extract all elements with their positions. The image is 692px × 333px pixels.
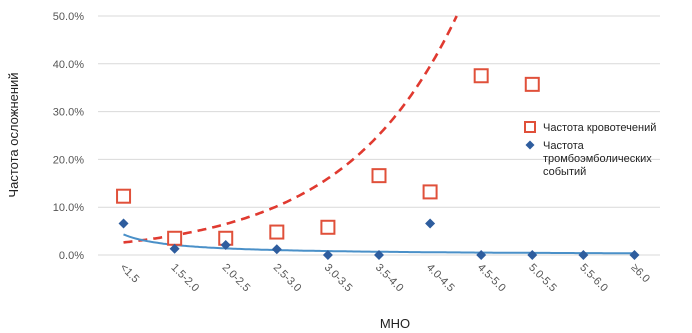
bleeding-point bbox=[422, 184, 438, 200]
bleeding-point bbox=[524, 76, 540, 92]
bleeding-point bbox=[116, 188, 132, 204]
thromboembolic-point bbox=[169, 243, 180, 254]
thromboembolic-point bbox=[271, 244, 282, 255]
thromboembolic-point bbox=[629, 250, 640, 260]
x-tick-label: 4.5-5.0 bbox=[475, 262, 508, 295]
trendline bbox=[123, 233, 634, 255]
y-axis-ticks: 0.0% 10.0% 20.0% 30.0% 40.0% 50.0% bbox=[53, 11, 84, 262]
y-tick-label: 0.0% bbox=[59, 250, 84, 262]
x-tick-label: ≥6.0 bbox=[628, 262, 652, 286]
legend-item: Частота тромбоэмболических событий bbox=[525, 140, 652, 178]
y-tick-label: 40.0% bbox=[53, 59, 84, 71]
thromboembolic-point bbox=[374, 250, 384, 260]
legend-label: Частота кровотечений bbox=[543, 122, 656, 134]
bleeding-point bbox=[320, 219, 336, 235]
x-tick-label: 2.0-2.5 bbox=[220, 262, 253, 295]
thromboembolic-point bbox=[220, 239, 231, 250]
legend-marker bbox=[524, 121, 536, 133]
x-tick-label: 4.0-4.5 bbox=[424, 262, 457, 295]
thromboembolic-point bbox=[425, 218, 436, 229]
thromboembolic-point bbox=[476, 250, 487, 260]
trendline bbox=[123, 15, 458, 244]
thromboembolic-point bbox=[322, 250, 333, 260]
legend-label: Частота тромбоэмболических событий bbox=[543, 140, 652, 178]
y-axis-title: Частота осложнений bbox=[6, 72, 21, 197]
bleeding-point bbox=[167, 230, 183, 246]
legend-marker bbox=[525, 140, 535, 150]
thromboembolic-point bbox=[578, 250, 589, 260]
gridlines bbox=[98, 15, 660, 256]
y-tick-label: 20.0% bbox=[53, 154, 84, 166]
x-tick-label: 3.5-4.0 bbox=[373, 262, 406, 295]
y-tick-label: 10.0% bbox=[53, 202, 84, 214]
x-tick-label: 5.5-6.0 bbox=[577, 262, 610, 295]
x-tick-label: 2.5-3.0 bbox=[271, 262, 304, 295]
x-tick-label: 5.0-5.5 bbox=[526, 262, 559, 295]
x-axis-title: МНО bbox=[380, 316, 410, 331]
x-tick-label: 1.5-2.0 bbox=[169, 262, 202, 295]
thromboembolic-point bbox=[118, 218, 129, 229]
data-points bbox=[116, 68, 640, 260]
x-axis-ticks: <1.5 1.5-2.0 2.0-2.5 2.5-3.0 3.0-3.5 3.5-4.0 4… bbox=[117, 262, 651, 295]
bleeding-point bbox=[269, 224, 285, 240]
trendlines bbox=[123, 15, 634, 255]
thromboembolic-point bbox=[527, 250, 538, 260]
x-tick-label: 3.0-3.5 bbox=[322, 262, 355, 295]
legend: Частота кровотечений Частота тромбоэмболич… bbox=[524, 121, 656, 178]
y-tick-label: 30.0% bbox=[53, 107, 84, 119]
legend-item: Частота кровотечений bbox=[524, 121, 656, 134]
bleeding-point bbox=[473, 68, 489, 84]
y-tick-label: 50.0% bbox=[53, 11, 84, 23]
bleeding-point bbox=[371, 168, 387, 184]
x-tick-label: <1.5 bbox=[117, 262, 141, 286]
